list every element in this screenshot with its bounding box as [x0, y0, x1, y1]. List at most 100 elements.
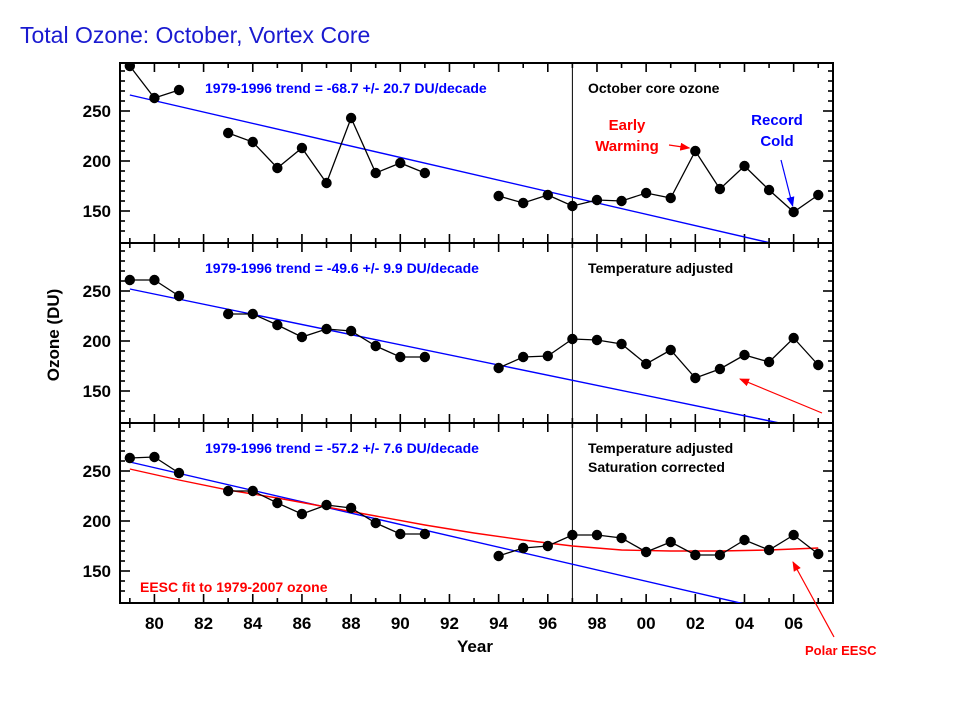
data-point	[345, 112, 357, 124]
arrow-early-warming	[668, 142, 691, 151]
data-point	[345, 325, 357, 337]
data-point	[690, 145, 701, 157]
arrow-temperature-adjusted	[739, 378, 823, 414]
data-point	[739, 349, 750, 361]
x-tick-label: 04	[735, 614, 754, 633]
trend-line	[129, 94, 774, 243]
panel-2: 150 200 250 1979-1996 trend = -49.6 +/- 9.9…	[83, 242, 834, 424]
y-tick-label: 200	[83, 152, 111, 171]
data-point	[395, 351, 406, 363]
data-point	[149, 451, 160, 463]
annotation-early-warming: Early Warming	[595, 117, 659, 155]
data-point	[395, 157, 406, 169]
trend-label: 1979-1996 trend = -49.6 +/- 9.9 DU/decad…	[205, 260, 479, 276]
trend-label: 1979-1996 trend = -57.2 +/- 7.6 DU/decad…	[205, 440, 479, 456]
plot-area	[124, 63, 824, 243]
x-tick-label: 96	[538, 614, 557, 633]
ozone-series-line	[498, 149, 819, 213]
data-point	[419, 167, 431, 179]
data-point	[321, 499, 332, 511]
data-point	[591, 529, 603, 541]
panels-layer: 150 200 250 1979-1996 trend = -68.7 +/- 20.…	[83, 62, 877, 658]
data-point	[665, 192, 676, 204]
x-tick-label: 84	[243, 614, 262, 633]
x-tick-label: 00	[637, 614, 656, 633]
panel-1: 150 200 250 1979-1996 trend = -68.7 +/- 20.…	[83, 62, 834, 244]
plot-area	[124, 274, 824, 423]
trend-label: 1979-1996 trend = -68.7 +/- 20.7 DU/deca…	[205, 80, 487, 96]
data-point	[640, 187, 652, 199]
polar-eesc-label: Polar EESC	[805, 643, 877, 658]
arrow-polar-eesc	[792, 561, 835, 638]
x-axis-title: Year	[457, 637, 493, 656]
data-point	[419, 528, 431, 540]
data-point	[763, 544, 775, 556]
data-point	[370, 517, 381, 529]
data-point	[690, 372, 701, 384]
x-tick-label: 90	[391, 614, 410, 633]
data-point	[714, 363, 726, 375]
data-point	[149, 274, 160, 286]
data-point	[813, 359, 824, 371]
data-point	[739, 534, 750, 546]
x-tick-label: 92	[440, 614, 459, 633]
trend-line	[129, 461, 744, 603]
data-point	[567, 333, 578, 345]
ozone-series-line	[228, 313, 425, 358]
x-axis: 80 82 84 86 88 90 92 94 96 98 00 02 04 06	[145, 614, 803, 633]
x-tick-label: 06	[784, 614, 803, 633]
panel-label: Temperature adjusted	[588, 440, 733, 456]
data-point	[493, 550, 504, 562]
x-tick-label: 02	[686, 614, 705, 633]
data-point	[395, 528, 406, 540]
page-title: Total Ozone: October, Vortex Core	[20, 22, 370, 48]
panel-label: Temperature adjusted	[588, 260, 733, 276]
x-tick-label: 80	[145, 614, 164, 633]
data-point	[493, 190, 504, 202]
data-point	[419, 351, 431, 363]
data-point	[690, 549, 701, 561]
data-point	[616, 195, 627, 207]
y-tick-label: 250	[83, 282, 111, 301]
data-point	[763, 184, 775, 196]
data-point	[222, 308, 234, 320]
x-tick-label: 98	[588, 614, 607, 633]
data-point	[222, 485, 234, 497]
data-point	[370, 167, 381, 179]
data-point	[616, 532, 627, 544]
data-point	[616, 338, 627, 350]
y-tick-label: 150	[83, 562, 111, 581]
data-point	[296, 508, 308, 520]
data-point	[173, 290, 185, 302]
data-point	[124, 452, 136, 464]
y-tick-label: 150	[83, 382, 111, 401]
data-point	[763, 356, 775, 368]
x-tick-label: 94	[489, 614, 508, 633]
data-point	[788, 206, 799, 218]
annotation-record-cold: Record Cold	[751, 112, 803, 150]
data-point	[370, 340, 381, 352]
data-point	[247, 136, 258, 148]
data-point	[542, 189, 553, 201]
data-point	[591, 194, 603, 206]
x-tick-label: 86	[292, 614, 311, 633]
data-point	[222, 127, 234, 139]
data-point	[591, 334, 603, 346]
data-point	[542, 350, 553, 362]
trend-line	[129, 288, 783, 423]
eesc-fit-curve	[129, 468, 819, 552]
data-point	[813, 189, 824, 201]
data-point	[321, 323, 332, 335]
data-point	[272, 162, 283, 174]
data-point	[124, 274, 136, 286]
ozone-series-line	[227, 116, 426, 185]
x-tick-label: 82	[194, 614, 213, 633]
data-point	[173, 84, 185, 96]
data-point	[788, 332, 799, 344]
data-point	[247, 308, 258, 320]
data-point	[739, 160, 750, 172]
data-point	[714, 183, 726, 195]
eesc-fit-label: EESC fit to 1979-2007 ozone	[140, 579, 328, 595]
data-point	[567, 529, 578, 541]
arrow-record-cold	[780, 159, 795, 207]
